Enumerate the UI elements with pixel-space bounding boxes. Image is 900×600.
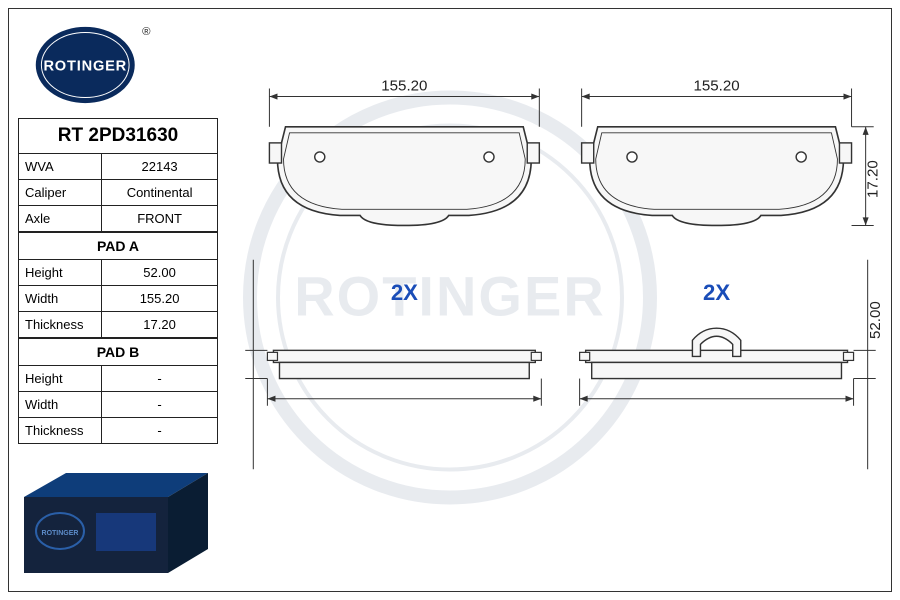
pad-a-thickness-value: 17.20 — [102, 312, 217, 337]
caliper-label: Caliper — [19, 180, 102, 205]
pad-a-title: PAD A — [19, 232, 217, 260]
caliper-value: Continental — [102, 180, 217, 205]
axle-value: FRONT — [102, 206, 217, 231]
dim-thickness: 17.20 — [865, 160, 882, 198]
spec-panel: RT 2PD31630 WVA 22143 Caliper Continenta… — [18, 118, 218, 444]
product-box-illustration: ROTINGER — [18, 465, 218, 580]
brand-text: ROTINGER — [43, 59, 127, 75]
dim-width-right: 155.20 — [693, 78, 739, 95]
qty-right: 2X — [703, 280, 730, 305]
pad-b-thickness-value: - — [102, 418, 217, 443]
pad-b-width-label: Width — [19, 392, 102, 417]
pad-a-thickness-label: Thickness — [19, 312, 102, 337]
pad-a-height-label: Height — [19, 260, 102, 285]
svg-text:®: ® — [142, 26, 151, 38]
pad-b-height-label: Height — [19, 366, 102, 391]
axle-label: Axle — [19, 206, 102, 231]
technical-drawing: 155.20 155.20 17.20 2X 2X — [245, 18, 882, 582]
pad-b-title: PAD B — [19, 338, 217, 366]
part-number: RT 2PD31630 — [19, 119, 217, 154]
pad-b-thickness-label: Thickness — [19, 418, 102, 443]
brand-logo: ROTINGER ® — [30, 20, 160, 110]
pad-b-height-value: - — [102, 366, 217, 391]
qty-left: 2X — [391, 280, 418, 305]
wva-value: 22143 — [102, 154, 217, 179]
pad-a-width-label: Width — [19, 286, 102, 311]
wva-label: WVA — [19, 154, 102, 179]
svg-text:ROTINGER: ROTINGER — [42, 530, 79, 537]
pad-a-height-value: 52.00 — [102, 260, 217, 285]
pad-b-width-value: - — [102, 392, 217, 417]
pad-a-width-value: 155.20 — [102, 286, 217, 311]
dim-height-right: 52.00 — [867, 301, 882, 339]
dim-width-left: 155.20 — [381, 78, 427, 95]
